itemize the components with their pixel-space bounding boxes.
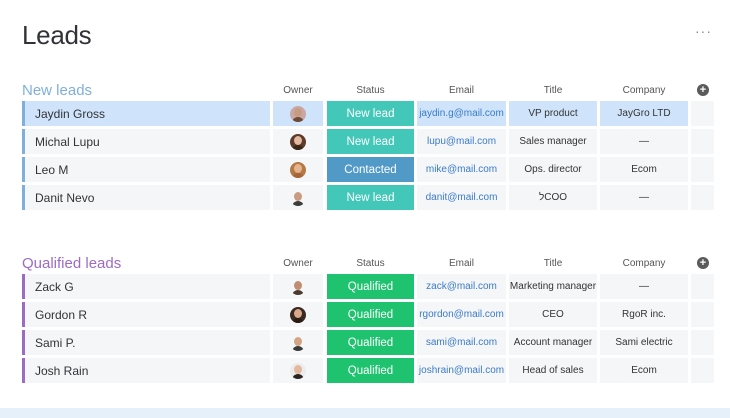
empty-cell[interactable] [691,302,714,327]
lead-name-cell[interactable]: Gordon R [22,302,270,327]
title-cell[interactable]: Marketing manager [509,274,597,299]
company-cell[interactable]: Ecom [600,157,688,182]
column-header-title[interactable]: Title [543,258,563,269]
group-header: Qualified leads Owner Status Email Title Comp… [0,255,730,277]
column-header-owner[interactable]: Owner [283,85,313,96]
add-column-icon[interactable]: + [697,84,709,96]
owner-cell[interactable] [273,302,323,327]
column-header-status[interactable]: Status [356,85,385,96]
empty-cell[interactable] [691,129,714,154]
avatar [290,105,306,122]
company-cell[interactable]: — [600,185,688,210]
avatar [290,161,306,178]
table-row[interactable]: Danit Nevo New lead danit@mail.com לCOO — [0,185,730,210]
page-title: Leads [22,20,92,50]
empty-cell[interactable] [691,185,714,210]
table-row[interactable]: Gordon R Qualified rgordon@mail.com CEO RgoR… [0,302,730,327]
lead-name-cell[interactable]: Michal Lupu [22,129,270,154]
group-qualified-leads: Qualified leads Owner Status Email Title Comp… [0,255,730,385]
group-title[interactable]: New leads [22,82,93,99]
email-link[interactable]: zack@mail.com [417,274,506,299]
title-cell[interactable]: Ops. director [509,157,597,182]
column-header-email[interactable]: Email [448,85,474,96]
group-title[interactable]: Qualified leads [22,255,122,272]
column-header-email[interactable]: Email [448,258,474,269]
status-badge[interactable]: New lead [327,129,414,154]
company-cell[interactable]: JayGro LTD [600,101,688,126]
owner-cell[interactable] [273,101,323,126]
column-header-company[interactable]: Company [622,85,666,96]
status-badge[interactable]: Qualified [327,274,414,299]
lead-name-cell[interactable]: Sami P. [22,330,270,355]
status-badge[interactable]: New lead [327,101,414,126]
lead-name-cell[interactable]: Leo M [22,157,270,182]
empty-cell[interactable] [691,157,714,182]
empty-cell[interactable] [691,330,714,355]
table-row[interactable]: Michal Lupu New lead lupu@mail.com Sales ma… [0,129,730,154]
status-badge[interactable]: Qualified [327,330,414,355]
empty-cell[interactable] [691,274,714,299]
company-cell[interactable]: — [600,129,688,154]
title-cell[interactable]: VP product [509,101,597,126]
status-badge[interactable]: Qualified [327,302,414,327]
title-cell[interactable]: לCOO [509,185,597,210]
column-header-company[interactable]: Company [622,258,666,269]
title-cell[interactable]: Sales manager [509,129,597,154]
add-column-icon[interactable]: + [697,257,709,269]
lead-name-cell[interactable]: Jaydin Gross [22,101,270,126]
empty-cell[interactable] [691,358,714,383]
email-link[interactable]: danit@mail.com [417,185,506,210]
avatar [290,306,306,323]
owner-cell[interactable] [273,330,323,355]
email-link[interactable]: joshrain@mail.com [417,358,506,383]
title-cell[interactable]: CEO [509,302,597,327]
column-header-title[interactable]: Title [543,85,563,96]
company-cell[interactable]: Ecom [600,358,688,383]
email-link[interactable]: jaydin.g@mail.com [417,101,506,126]
empty-cell[interactable] [691,101,714,126]
table-row[interactable]: Leo M Contacted mike@mail.com Ops. director… [0,157,730,182]
status-badge[interactable]: Contacted [327,157,414,182]
title-cell[interactable]: Head of sales [509,358,597,383]
bottom-bar [0,408,730,418]
table-row[interactable]: Jaydin Gross New lead jaydin.g@mail.com VP … [0,101,730,126]
owner-cell[interactable] [273,358,323,383]
table-row[interactable]: Sami P. Qualified sami@mail.com Account man… [0,330,730,355]
owner-cell[interactable] [273,185,323,210]
avatar [290,133,306,150]
group-new-leads: New leads Owner Status Email Title Company + Ja… [0,82,730,212]
group-header: New leads Owner Status Email Title Company + [0,82,730,104]
title-cell[interactable]: Account manager [509,330,597,355]
lead-name-cell[interactable]: Josh Rain [22,358,270,383]
more-options-button[interactable]: ··· [695,23,712,39]
email-link[interactable]: lupu@mail.com [417,129,506,154]
email-link[interactable]: sami@mail.com [417,330,506,355]
company-cell[interactable]: RgoR inc. [600,302,688,327]
owner-cell[interactable] [273,157,323,182]
email-link[interactable]: rgordon@mail.com [417,302,506,327]
avatar [290,334,306,351]
email-link[interactable]: mike@mail.com [417,157,506,182]
table-row[interactable]: Zack G Qualified zack@mail.com Marketing ma… [0,274,730,299]
column-header-status[interactable]: Status [356,258,385,269]
lead-name-cell[interactable]: Danit Nevo [22,185,270,210]
company-cell[interactable]: — [600,274,688,299]
avatar [290,189,306,206]
avatar [290,278,306,295]
status-badge[interactable]: New lead [327,185,414,210]
owner-cell[interactable] [273,274,323,299]
column-header-owner[interactable]: Owner [283,258,313,269]
owner-cell[interactable] [273,129,323,154]
company-cell[interactable]: Sami electric [600,330,688,355]
avatar [290,362,306,379]
status-badge[interactable]: Qualified [327,358,414,383]
lead-name-cell[interactable]: Zack G [22,274,270,299]
table-row[interactable]: Josh Rain Qualified joshrain@mail.com Head … [0,358,730,383]
